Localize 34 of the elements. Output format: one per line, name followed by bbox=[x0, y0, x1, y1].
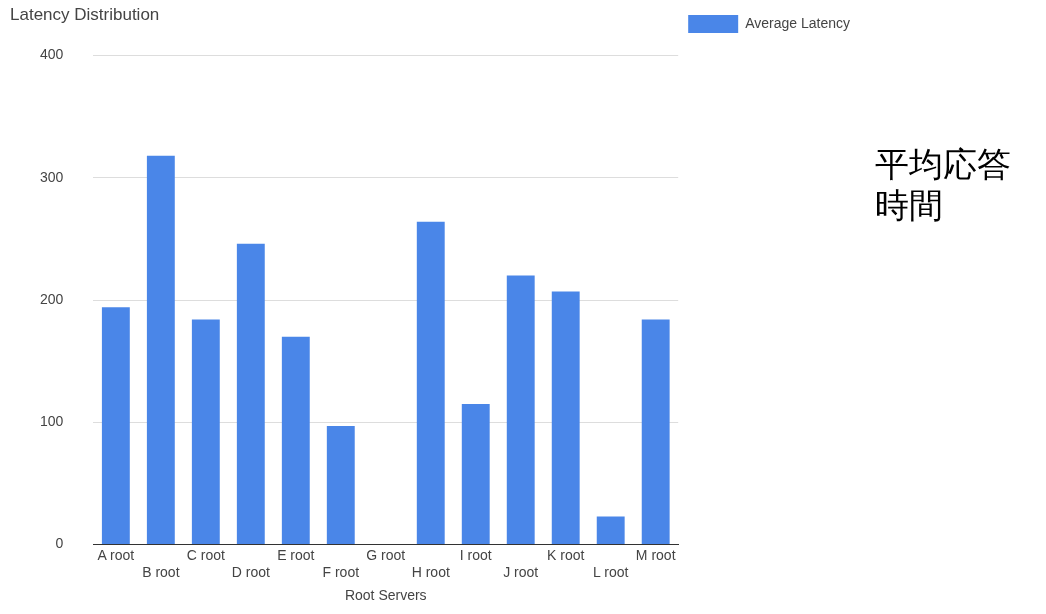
y-tick-label: 200 bbox=[40, 290, 64, 307]
y-tick-label: 300 bbox=[40, 168, 64, 185]
x-tick-label: M root bbox=[635, 546, 676, 563]
x-tick-label: D root bbox=[231, 563, 270, 580]
text: 平均応答時間 bbox=[875, 145, 1012, 226]
bar bbox=[596, 516, 625, 545]
bar bbox=[101, 307, 130, 545]
x-axis-title: Root Servers bbox=[344, 587, 427, 604]
legend-label: Average Latency bbox=[745, 14, 851, 31]
x-tick-label: F root bbox=[322, 563, 360, 580]
y-tick-label: 400 bbox=[40, 46, 64, 63]
x-tick-label: E root bbox=[277, 546, 315, 563]
x-tick-label: A root bbox=[97, 546, 135, 563]
bar bbox=[416, 221, 445, 545]
y-tick-label: 0 bbox=[55, 535, 64, 552]
x-tick-label: B root bbox=[142, 563, 180, 580]
x-tick-label: H root bbox=[411, 563, 450, 580]
bar bbox=[461, 403, 490, 545]
bar bbox=[236, 243, 265, 545]
x-tick-label: L root bbox=[593, 563, 629, 580]
bar bbox=[146, 155, 175, 545]
bar bbox=[551, 291, 580, 545]
y-tick-label: 100 bbox=[40, 413, 64, 430]
chart-title: Latency Distribution bbox=[10, 4, 160, 24]
x-tick-label: C root bbox=[186, 546, 225, 563]
bar bbox=[506, 275, 535, 545]
x-tick-label: I root bbox=[459, 546, 492, 563]
x-tick-label: G root bbox=[366, 546, 406, 563]
bar bbox=[326, 425, 355, 545]
x-tick-label: J root bbox=[503, 563, 539, 580]
x-tick-label: K root bbox=[547, 546, 585, 563]
bar bbox=[641, 319, 670, 545]
bar bbox=[281, 336, 310, 545]
bar bbox=[191, 319, 220, 545]
